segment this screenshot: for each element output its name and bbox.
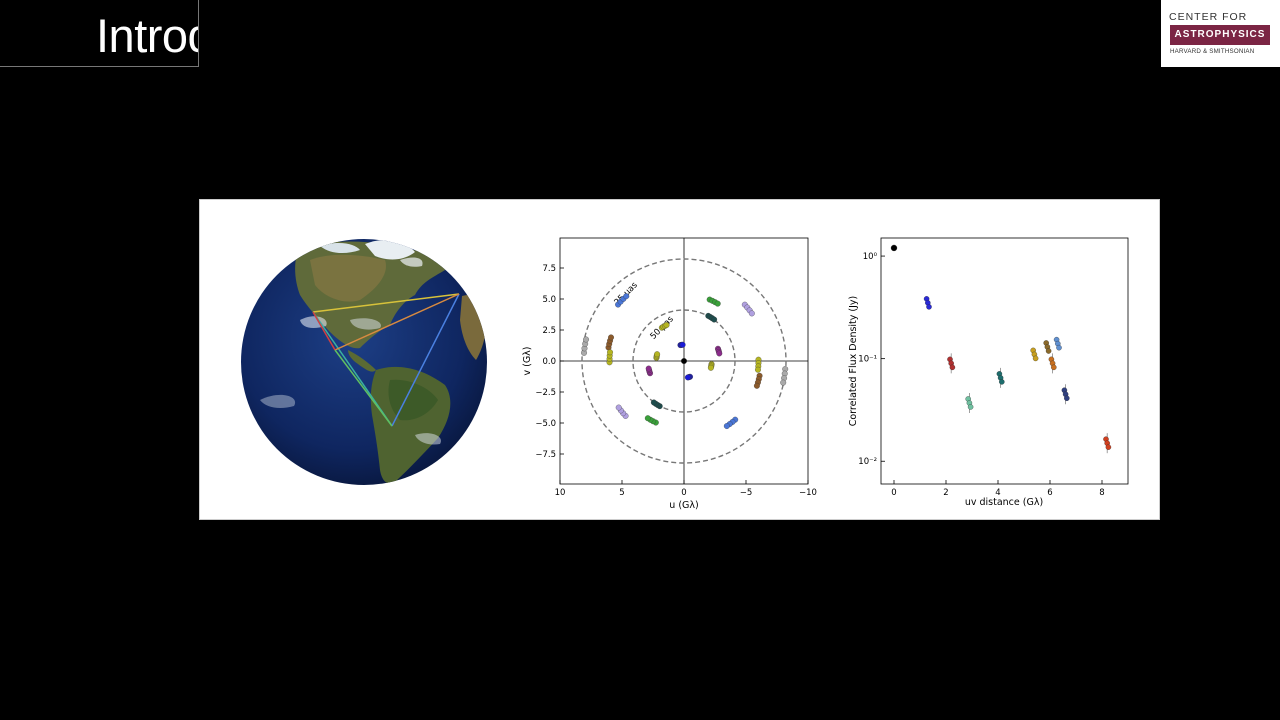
figure-svg: 25 μas 50 μas 7.55.02.50.0−2.5−5.0−7.5 1…: [241, 237, 1129, 511]
earth-globe-image: [241, 239, 487, 485]
uv-data-point: [645, 365, 652, 372]
uv-ytick-label: 2.5: [542, 326, 556, 336]
uv-data-point: [707, 364, 714, 371]
uv-data-point: [644, 415, 651, 422]
flux-data-point: [1032, 355, 1039, 362]
flux-data-point: [949, 364, 956, 371]
flux-ytick-label: 10⁻¹: [858, 355, 877, 365]
uv-data-point: [607, 349, 613, 356]
uv-data-point: [583, 336, 589, 343]
uv-xlabel: u (Gλ): [669, 500, 698, 511]
slide-title-box: Introduction: [0, 0, 199, 67]
cfa-logo: CENTER FOR ASTROPHYSICS HARVARD & SMITHS…: [1161, 0, 1280, 67]
uv-ytick-label: −5.0: [535, 419, 556, 429]
slide-title: Introduction: [96, 9, 198, 62]
flux-data-point: [967, 404, 974, 410]
flux-xtick-label: 8: [1099, 488, 1104, 498]
flux-data-point: [999, 379, 1005, 385]
uv-data-point: [780, 379, 787, 386]
uv-data-point: [650, 399, 657, 406]
flux-plot: 10⁰ 10⁻¹ 10⁻² 0 2 4 6 8 uv distance (Gλ) Corre…: [848, 237, 1129, 508]
logo-line-3: HARVARD & SMITHSONIAN: [1170, 48, 1255, 55]
flux-xtick-label: 6: [1047, 488, 1052, 498]
flux-data-point: [890, 244, 898, 252]
uv-data-point: [714, 300, 721, 307]
flux-xtick-label: 4: [995, 488, 1000, 498]
flux-data-point: [1105, 444, 1112, 450]
flux-xlabel: uv distance (Gλ): [965, 497, 1043, 508]
uv-data-point: [748, 310, 755, 317]
uv-xtick-label: −5: [740, 488, 753, 498]
uv-data-point: [663, 322, 670, 328]
flux-xtick-label: 0: [891, 488, 896, 498]
uv-ytick-label: 0.0: [542, 357, 556, 367]
uv-xtick-label: 0: [681, 488, 686, 498]
uv-ytick-label: 7.5: [542, 264, 556, 274]
uv-data-point: [723, 423, 730, 429]
uv-ytick-label: 5.0: [542, 295, 556, 305]
flux-data-point: [1064, 395, 1070, 401]
flux-data-point: [1045, 348, 1052, 354]
uv-ytick-label: −2.5: [535, 388, 556, 398]
flux-ylabel: Correlated Flux Density (Jy): [848, 296, 859, 427]
uv-data-point: [684, 374, 691, 381]
uv-data-point: [755, 366, 761, 373]
flux-data-point: [1056, 344, 1062, 351]
flux-ytick-label: 10⁻²: [858, 457, 877, 467]
flux-data-point: [1051, 364, 1057, 371]
uv-data-point: [753, 382, 760, 389]
uv-xtick-label: 5: [619, 488, 624, 498]
uv-ytick-label: −7.5: [535, 450, 556, 460]
uv-data-point: [679, 341, 686, 348]
uv-data-point: [681, 358, 687, 364]
flux-data-point: [926, 304, 932, 310]
uv-data-point: [608, 334, 614, 341]
uv-ylabel: v (Gλ): [522, 346, 533, 375]
uv-data-point: [711, 316, 718, 323]
uv-data-point: [615, 404, 622, 411]
uv-data-point: [623, 293, 630, 300]
uv-coverage-plot: 25 μas 50 μas 7.55.02.50.0−2.5−5.0−7.5 1…: [522, 237, 817, 511]
uv-xtick-label: −10: [799, 488, 817, 498]
flux-xtick-label: 2: [943, 488, 948, 498]
uv-data-point: [716, 350, 723, 357]
logo-line-1: CENTER FOR: [1169, 11, 1248, 23]
logo-line-2: ASTROPHYSICS: [1170, 25, 1270, 45]
flux-ytick-label: 10⁰: [863, 252, 878, 262]
uv-xtick-label: 10: [555, 488, 566, 498]
figure-panel: 25 μas 50 μas 7.55.02.50.0−2.5−5.0−7.5 1…: [199, 199, 1160, 520]
uv-data-point: [654, 351, 661, 358]
